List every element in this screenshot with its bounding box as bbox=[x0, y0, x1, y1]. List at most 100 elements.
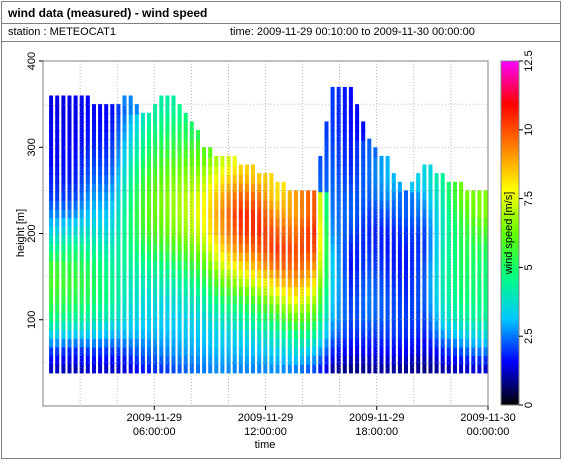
heatmap-cell bbox=[214, 285, 219, 296]
heatmap-cell bbox=[134, 121, 139, 132]
heatmap-cell bbox=[342, 147, 347, 158]
heatmap-cell bbox=[342, 319, 347, 331]
heatmap-cell bbox=[159, 293, 164, 305]
heatmap-cell bbox=[104, 207, 109, 219]
heatmap-cell bbox=[147, 362, 151, 374]
heatmap-cell bbox=[134, 207, 139, 219]
heatmap-cell bbox=[140, 147, 145, 158]
heatmap-cell bbox=[348, 216, 353, 227]
heatmap-cell bbox=[116, 268, 121, 279]
heatmap-cell bbox=[98, 293, 103, 305]
heatmap-cell bbox=[159, 112, 164, 124]
heatmap-cell bbox=[348, 285, 353, 296]
heatmap-cell bbox=[244, 242, 249, 253]
heatmap-cell bbox=[134, 319, 139, 331]
heatmap-cell bbox=[116, 130, 121, 141]
heatmap-cell bbox=[287, 216, 292, 227]
heatmap-cell bbox=[171, 181, 176, 193]
heatmap-cell bbox=[208, 293, 213, 305]
heatmap-cell bbox=[465, 354, 470, 365]
heatmap-cell bbox=[153, 354, 158, 365]
heatmap-cell bbox=[85, 328, 90, 339]
x-tick-label-time: 12:00:00 bbox=[244, 426, 287, 438]
heatmap-cell bbox=[196, 276, 200, 288]
heatmap-cell bbox=[263, 345, 268, 357]
heatmap-cell bbox=[189, 285, 194, 296]
heatmap-cell bbox=[183, 224, 188, 236]
heatmap-cell bbox=[104, 147, 109, 158]
heatmap-cell bbox=[336, 354, 341, 365]
heatmap-cell bbox=[73, 311, 78, 322]
heatmap-cell bbox=[165, 293, 170, 305]
heatmap-cell bbox=[324, 345, 329, 357]
heatmap-cell bbox=[98, 354, 103, 365]
heatmap-cell bbox=[196, 354, 200, 365]
heatmap-cell bbox=[189, 354, 194, 365]
heatmap-cell bbox=[336, 104, 341, 115]
heatmap-cell bbox=[367, 250, 372, 262]
heatmap-cell bbox=[183, 354, 188, 365]
heatmap-cell bbox=[465, 216, 470, 227]
heatmap-cell bbox=[116, 276, 121, 288]
heatmap-cell bbox=[324, 121, 329, 132]
heatmap-cell bbox=[85, 250, 90, 262]
heatmap-cell bbox=[263, 259, 268, 270]
heatmap-cell bbox=[55, 233, 60, 244]
heatmap-cell bbox=[226, 207, 231, 219]
heatmap-cell bbox=[165, 319, 170, 331]
heatmap-cell bbox=[183, 130, 188, 141]
heatmap-cell bbox=[73, 164, 78, 175]
heatmap-cell bbox=[342, 130, 347, 141]
heatmap-cell bbox=[49, 95, 54, 106]
heatmap-cell bbox=[61, 112, 66, 124]
heatmap-cell bbox=[128, 207, 133, 219]
heatmap-cell bbox=[140, 250, 145, 262]
heatmap-cell bbox=[128, 276, 133, 288]
heatmap-cell bbox=[220, 328, 225, 339]
heatmap-cell bbox=[251, 242, 255, 253]
heatmap-cell bbox=[269, 259, 274, 270]
heatmap-cell bbox=[244, 285, 249, 296]
heatmap-cell bbox=[434, 181, 439, 193]
heatmap-cell bbox=[440, 302, 445, 313]
heatmap-cell bbox=[196, 345, 200, 357]
heatmap-cell bbox=[336, 181, 341, 193]
heatmap-cell bbox=[342, 199, 347, 210]
heatmap-cell bbox=[293, 207, 298, 219]
heatmap-cell bbox=[459, 224, 464, 236]
heatmap-cell bbox=[177, 311, 182, 322]
heatmap-cell bbox=[293, 190, 298, 201]
heatmap-cell bbox=[177, 362, 182, 374]
heatmap-cell bbox=[367, 199, 372, 210]
heatmap-cell bbox=[98, 130, 103, 141]
heatmap-cell bbox=[55, 319, 60, 331]
heatmap-cell bbox=[336, 285, 341, 296]
heatmap-cell bbox=[61, 302, 66, 313]
heatmap-cell bbox=[202, 276, 207, 288]
heatmap-cell bbox=[251, 207, 255, 219]
heatmap-cell bbox=[312, 199, 317, 210]
title-bar: wind data (measured) - wind speed bbox=[2, 2, 560, 24]
heatmap-cell bbox=[196, 147, 200, 158]
heatmap-cell bbox=[269, 181, 274, 193]
heatmap-cell bbox=[404, 311, 408, 322]
heatmap-cell bbox=[55, 337, 60, 348]
heatmap-cell bbox=[73, 319, 78, 331]
heatmap-cell bbox=[104, 276, 109, 288]
heatmap-cell bbox=[140, 130, 145, 141]
heatmap-cell bbox=[373, 276, 378, 288]
heatmap-cell bbox=[110, 173, 115, 184]
heatmap-cell bbox=[134, 233, 139, 244]
heatmap-cell bbox=[385, 190, 390, 201]
heatmap-cell bbox=[79, 155, 84, 167]
heatmap-cell bbox=[202, 216, 207, 227]
heatmap-cell bbox=[92, 302, 96, 313]
heatmap-cell bbox=[367, 233, 372, 244]
heatmap-cell bbox=[171, 190, 176, 201]
heatmap-cell bbox=[269, 242, 274, 253]
y-tick-label: 400 bbox=[26, 52, 38, 70]
heatmap-cell bbox=[165, 268, 170, 279]
heatmap-cell bbox=[257, 345, 262, 357]
heatmap-cell bbox=[379, 319, 384, 331]
heatmap-cell bbox=[85, 181, 90, 193]
